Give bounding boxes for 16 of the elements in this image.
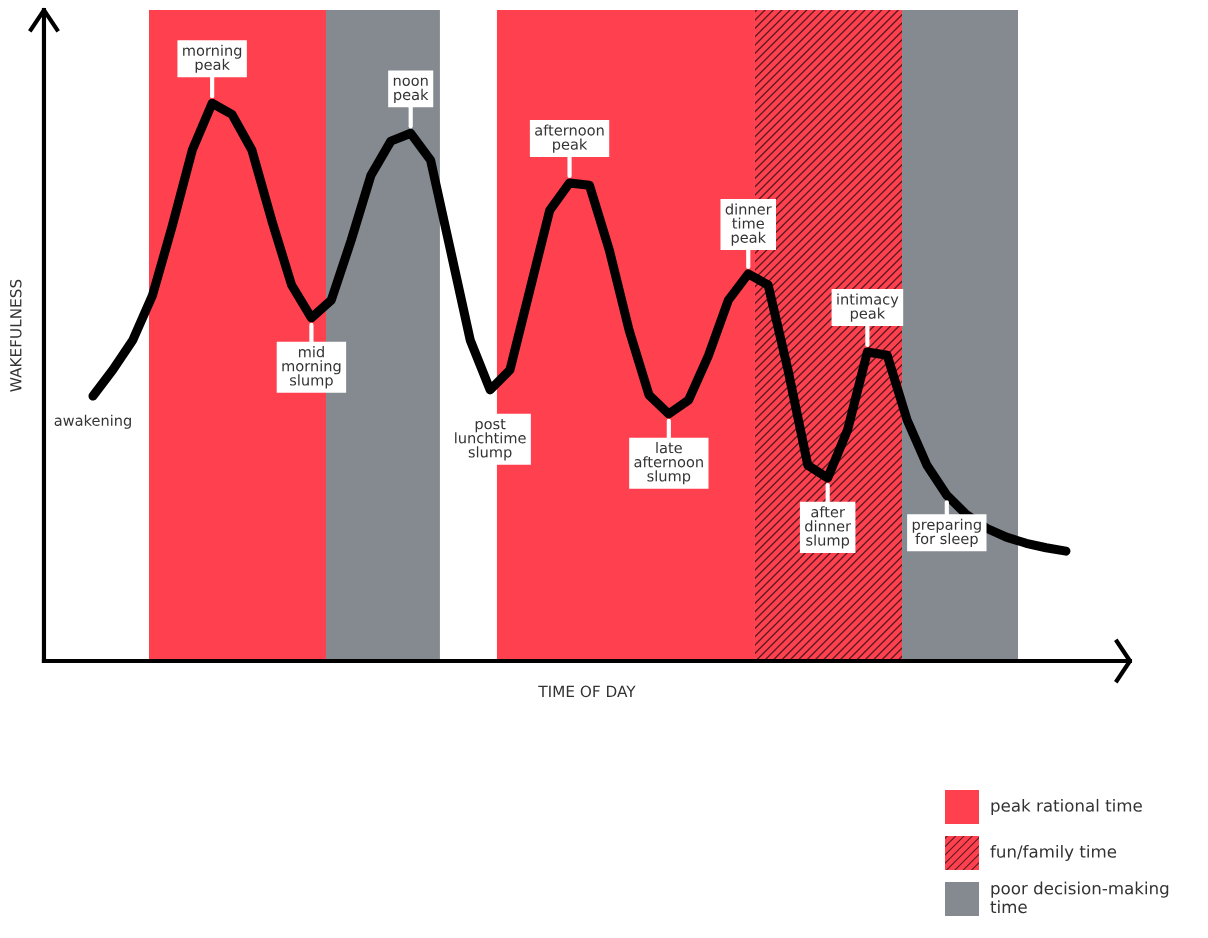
annotation: preparing for sleep [912,518,981,547]
annotation: morning peak [183,44,242,73]
text: poor decision-making time [990,881,1169,914]
y-axis-title: WAKEFULNESS [10,279,22,392]
annotation: late afternoon slump [634,442,703,485]
annotation: awakening [54,414,131,429]
text: peak rational time [991,798,1142,816]
x-axis-title: TIME OF DAY [538,685,636,698]
annotation: after dinner slump [805,506,852,549]
text: fun/family time [990,844,1117,862]
annotation: afternoon peak [535,124,604,153]
annotation: noon peak [393,77,429,103]
annotation: post lunchtime slump [455,418,526,461]
annotation: intimacy peak [837,293,899,322]
annotation: mid morning slump [282,346,341,389]
annotation: dinner time peak [725,203,772,246]
